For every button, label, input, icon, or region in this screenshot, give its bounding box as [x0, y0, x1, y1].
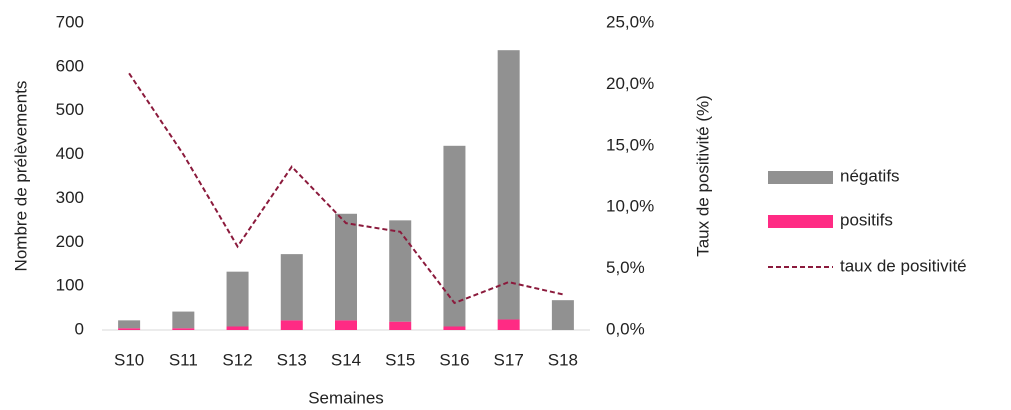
y-axis-title: Nombre de prélèvements [11, 81, 30, 272]
bar-segment [280, 320, 303, 330]
bar-segment [280, 254, 303, 321]
bar-segment [118, 328, 141, 330]
y2-tick-label: 20,0% [606, 74, 654, 93]
bar-segment [118, 320, 141, 329]
legend-swatch [768, 171, 833, 184]
y2-tick-label: 10,0% [606, 197, 654, 216]
bar-segment [443, 145, 466, 327]
x-tick-label: S15 [385, 350, 415, 369]
y2-axis-title: Taux de positivité (%) [693, 95, 712, 257]
y2-tick-label: 15,0% [606, 135, 654, 154]
x-tick-label: S14 [331, 350, 361, 369]
x-axis-title: Semaines [308, 388, 384, 407]
bar-segment [443, 326, 466, 330]
bar-segment [172, 328, 195, 330]
y-tick-label: 0 [75, 319, 84, 338]
legend-label: positifs [840, 210, 893, 229]
y-tick-label: 400 [56, 144, 84, 163]
bar-segment [389, 220, 412, 322]
bar-segment [551, 300, 574, 330]
bar-segment [172, 311, 195, 329]
y-tick-label: 300 [56, 188, 84, 207]
y-tick-label: 500 [56, 100, 84, 119]
y-tick-label: 700 [56, 12, 84, 31]
bar-segment [226, 271, 249, 327]
line-series [128, 72, 564, 305]
legend-label: taux de positivité [840, 256, 967, 275]
x-tick-label: S18 [548, 350, 578, 369]
bar-segment [389, 321, 412, 330]
y-tick-label: 600 [56, 56, 84, 75]
y2-tick-label: 5,0% [606, 258, 645, 277]
bar-segment [497, 319, 520, 330]
x-tick-label: S17 [494, 350, 524, 369]
bar-segment [226, 326, 249, 330]
legend-label: négatifs [840, 166, 900, 185]
y2-tick-label: 0,0% [606, 319, 645, 338]
x-tick-label: S12 [222, 350, 252, 369]
y-tick-label: 200 [56, 232, 84, 251]
x-tick-label: S16 [439, 350, 469, 369]
bar-segment [335, 213, 357, 321]
y-tick-label: 100 [56, 276, 84, 295]
x-tick-label: S13 [277, 350, 307, 369]
x-tick-label: S11 [169, 350, 198, 369]
legend-swatch [768, 215, 833, 228]
bar-segment [497, 50, 520, 320]
x-tick-label: S10 [114, 350, 144, 369]
bar-segment [335, 320, 357, 330]
y2-tick-label: 25,0% [606, 12, 654, 31]
